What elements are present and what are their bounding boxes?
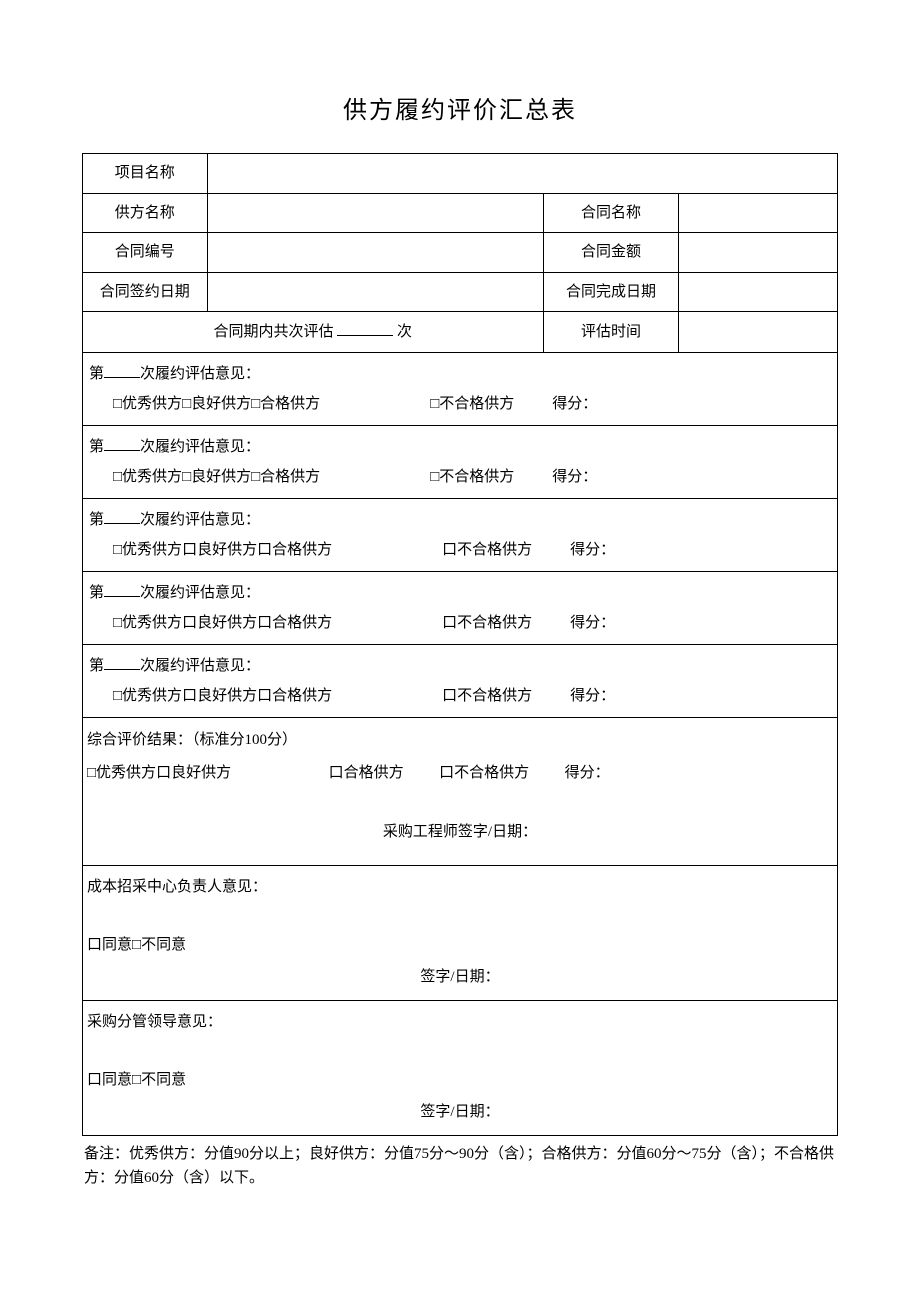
- eval-prefix: 第: [89, 585, 104, 601]
- eval-opt-excellent[interactable]: □优秀供方: [113, 396, 182, 412]
- row-opinion-cost-center: 成本招采中心负责人意见： 口同意□不同意 签字/日期：: [83, 865, 838, 1000]
- eval-score-label: 得分：: [552, 396, 597, 412]
- evaluation-summary-table: 项目名称 供方名称 合同名称 合同编号 合同金额 合同签约日期 合同完成日期: [82, 153, 838, 1136]
- row-period-count: 合同期内共次评估 次 评估时间: [83, 312, 838, 353]
- eval-opt-excellent[interactable]: □优秀供方: [113, 542, 182, 558]
- eval-score-label: 得分：: [570, 542, 615, 558]
- opinion2-disagree[interactable]: □不同意: [132, 1072, 186, 1088]
- opinion2-heading: 采购分管领导意见：: [87, 1007, 833, 1037]
- eval-opt-fail[interactable]: 口不合格供方: [442, 615, 532, 631]
- engineer-sign-line: 采购工程师签字/日期：: [87, 790, 833, 859]
- row-sign-date: 合同签约日期 合同完成日期: [83, 272, 838, 312]
- eval-suffix: 次履约评估意见：: [140, 439, 260, 455]
- eval-row: 第 次履约评估意见： □优秀供方□良好供方□合格供方 □不合格供方 得分：: [83, 352, 838, 425]
- eval-opt-fail[interactable]: 口不合格供方: [442, 542, 532, 558]
- label-contract-name: 合同名称: [544, 194, 679, 233]
- document-title: 供方履约评价汇总表: [82, 90, 838, 125]
- eval-row: 第 次履约评估意见： □优秀供方口良好供方口合格供方 口不合格供方 得分：: [83, 644, 838, 717]
- row-overall-result: 综合评价结果：（标准分100分） □优秀供方口良好供方 口合格供方 口不合格供方…: [83, 717, 838, 865]
- opinion1-sign: 签字/日期：: [87, 960, 833, 998]
- period-count-cell: 合同期内共次评估 次: [83, 312, 543, 352]
- eval-opt-pass[interactable]: 口合格供方: [257, 688, 332, 704]
- opinion1-options: 口同意□不同意: [87, 930, 833, 960]
- label-eval-time: 评估时间: [544, 313, 679, 352]
- row-opinion-leader: 采购分管领导意见： 口同意□不同意 签字/日期：: [83, 1000, 838, 1135]
- eval-score-label: 得分：: [570, 688, 615, 704]
- eval-number-blank[interactable]: [104, 362, 140, 378]
- eval-number-blank[interactable]: [104, 654, 140, 670]
- eval-opt-excellent[interactable]: □优秀供方: [113, 469, 182, 485]
- eval-opt-good[interactable]: 口良好供方: [182, 615, 257, 631]
- value-contract-amount[interactable]: [679, 244, 837, 260]
- value-contract-name[interactable]: [679, 205, 837, 221]
- result-opt-good[interactable]: 口良好供方: [156, 765, 231, 781]
- value-sign-date[interactable]: [208, 284, 543, 300]
- opinion2-agree[interactable]: 口同意: [87, 1072, 132, 1088]
- opinion1-disagree[interactable]: □不同意: [132, 937, 186, 953]
- result-opt-excellent[interactable]: □优秀供方: [87, 765, 156, 781]
- eval-suffix: 次履约评估意见：: [140, 658, 260, 674]
- eval-suffix: 次履约评估意见：: [140, 366, 260, 382]
- eval-number-blank[interactable]: [104, 508, 140, 524]
- eval-opt-pass[interactable]: □合格供方: [251, 396, 320, 412]
- eval-prefix: 第: [89, 512, 104, 528]
- label-contract-amount: 合同金额: [544, 233, 679, 272]
- eval-prefix: 第: [89, 366, 104, 382]
- eval-prefix: 第: [89, 658, 104, 674]
- result-heading: 综合评价结果：（标准分100分）: [87, 724, 833, 757]
- eval-opt-good[interactable]: 口良好供方: [182, 688, 257, 704]
- value-supplier[interactable]: [208, 205, 543, 221]
- value-project[interactable]: [208, 165, 837, 181]
- label-finish-date: 合同完成日期: [544, 273, 679, 312]
- eval-suffix: 次履约评估意见：: [140, 585, 260, 601]
- eval-opt-good[interactable]: 口良好供方: [182, 542, 257, 558]
- eval-opt-fail[interactable]: □不合格供方: [430, 396, 514, 412]
- row-contract-no: 合同编号 合同金额: [83, 233, 838, 273]
- eval-opt-pass[interactable]: 口合格供方: [257, 542, 332, 558]
- footnote: 备注：优秀供方：分值90分以上；良好供方：分值75分～90分（含）；合格供方：分…: [82, 1142, 838, 1190]
- result-opt-fail[interactable]: 口不合格供方: [439, 765, 529, 781]
- eval-opt-fail[interactable]: 口不合格供方: [442, 688, 532, 704]
- eval-number-blank[interactable]: [104, 435, 140, 451]
- opinion1-heading: 成本招采中心负责人意见：: [87, 872, 833, 902]
- eval-number-blank[interactable]: [104, 581, 140, 597]
- eval-opt-pass[interactable]: 口合格供方: [257, 615, 332, 631]
- opinion2-options: 口同意□不同意: [87, 1065, 833, 1095]
- eval-opt-good[interactable]: □良好供方: [182, 396, 251, 412]
- eval-opt-good[interactable]: □良好供方: [182, 469, 251, 485]
- eval-score-label: 得分：: [552, 469, 597, 485]
- row-project: 项目名称: [83, 154, 838, 194]
- label-contract-no: 合同编号: [83, 233, 207, 272]
- period-count-blank[interactable]: [337, 320, 393, 336]
- period-count-prefix: 合同期内共次评估: [214, 324, 334, 340]
- eval-suffix: 次履约评估意见：: [140, 512, 260, 528]
- label-supplier: 供方名称: [83, 194, 207, 233]
- value-finish-date[interactable]: [679, 284, 837, 300]
- value-eval-time[interactable]: [679, 324, 837, 340]
- row-supplier: 供方名称 合同名称: [83, 193, 838, 233]
- eval-row: 第 次履约评估意见： □优秀供方口良好供方口合格供方 口不合格供方 得分：: [83, 498, 838, 571]
- eval-opt-pass[interactable]: □合格供方: [251, 469, 320, 485]
- result-options-line: □优秀供方口良好供方 口合格供方 口不合格供方 得分：: [87, 757, 833, 790]
- label-project: 项目名称: [83, 154, 207, 193]
- opinion2-sign: 签字/日期：: [87, 1095, 833, 1133]
- eval-opt-excellent[interactable]: □优秀供方: [113, 688, 182, 704]
- eval-score-label: 得分：: [570, 615, 615, 631]
- value-contract-no[interactable]: [208, 244, 543, 260]
- eval-row: 第 次履约评估意见： □优秀供方口良好供方口合格供方 口不合格供方 得分：: [83, 571, 838, 644]
- eval-opt-excellent[interactable]: □优秀供方: [113, 615, 182, 631]
- period-count-suffix: 次: [397, 324, 412, 340]
- eval-row: 第 次履约评估意见： □优秀供方□良好供方□合格供方 □不合格供方 得分：: [83, 425, 838, 498]
- opinion1-agree[interactable]: 口同意: [87, 937, 132, 953]
- result-score-label: 得分：: [565, 765, 610, 781]
- result-opt-pass[interactable]: 口合格供方: [329, 765, 404, 781]
- label-sign-date: 合同签约日期: [83, 273, 207, 312]
- eval-opt-fail[interactable]: □不合格供方: [430, 469, 514, 485]
- eval-prefix: 第: [89, 439, 104, 455]
